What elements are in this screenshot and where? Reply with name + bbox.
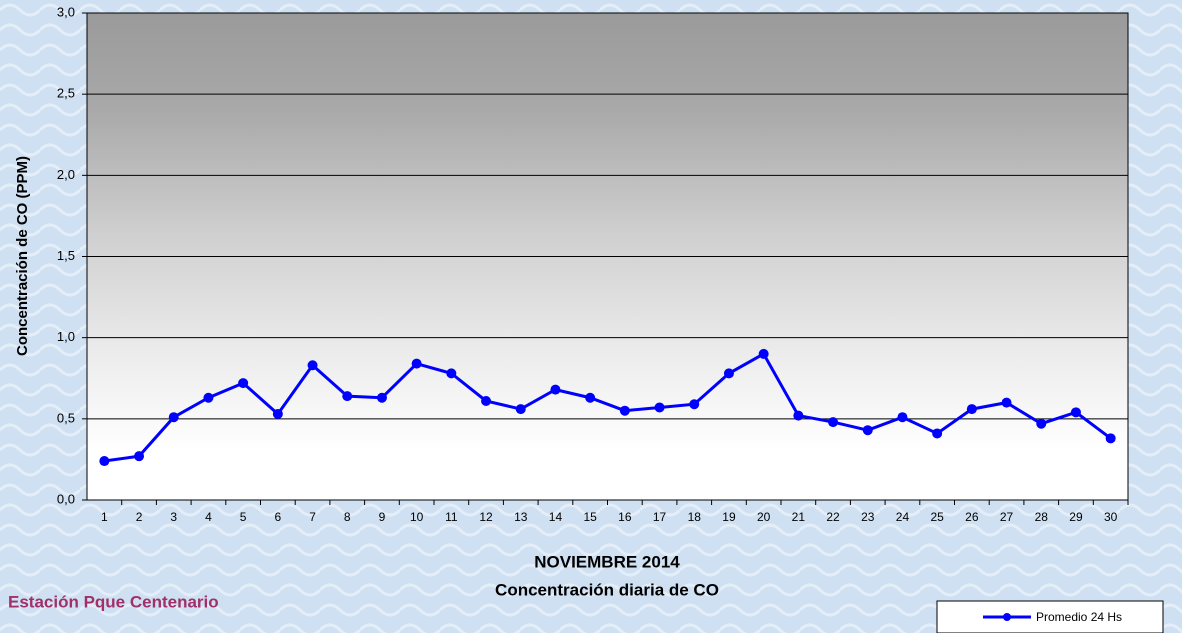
data-point	[516, 404, 526, 414]
y-tick-label: 2,0	[57, 167, 75, 182]
x-tick-label: 28	[1035, 510, 1049, 524]
legend-label: Promedio 24 Hs	[1036, 610, 1122, 624]
data-point	[655, 402, 665, 412]
x-tick-label: 29	[1069, 510, 1083, 524]
x-tick-label: 24	[896, 510, 910, 524]
data-point	[724, 368, 734, 378]
data-point	[238, 378, 248, 388]
x-tick-label: 12	[479, 510, 493, 524]
data-point	[481, 396, 491, 406]
x-tick-label: 26	[965, 510, 979, 524]
x-tick-label: 23	[861, 510, 875, 524]
x-tick-label: 14	[549, 510, 563, 524]
data-point	[1071, 407, 1081, 417]
y-tick-label: 0,5	[57, 410, 75, 425]
x-tick-label: 9	[379, 510, 386, 524]
x-tick-label: 30	[1104, 510, 1118, 524]
data-point	[203, 393, 213, 403]
data-point	[1036, 419, 1046, 429]
x-tick-label: 5	[240, 510, 247, 524]
data-point	[550, 385, 560, 395]
y-tick-label: 0,0	[57, 491, 75, 506]
data-point	[967, 404, 977, 414]
data-point	[759, 349, 769, 359]
data-point	[1106, 433, 1116, 443]
chart-title: NOVIEMBRE 2014	[534, 552, 680, 571]
chart: Concentración de CO (PPM) NOVIEMBRE 2014…	[0, 0, 1182, 633]
x-tick-label: 20	[757, 510, 771, 524]
legend-marker	[1003, 613, 1011, 621]
x-tick-label: 1	[101, 510, 108, 524]
x-tick-label: 25	[930, 510, 944, 524]
data-point	[793, 411, 803, 421]
x-tick-label: 19	[722, 510, 736, 524]
data-point	[446, 368, 456, 378]
data-point	[897, 412, 907, 422]
x-tick-label: 6	[275, 510, 282, 524]
y-tick-label: 2,5	[57, 86, 75, 101]
data-point	[620, 406, 630, 416]
x-tick-label: 15	[583, 510, 597, 524]
y-tick-label: 1,0	[57, 329, 75, 344]
data-point	[99, 456, 109, 466]
data-point	[342, 391, 352, 401]
x-tick-label: 8	[344, 510, 351, 524]
x-tick-label: 7	[309, 510, 316, 524]
data-point	[308, 360, 318, 370]
x-tick-label: 22	[826, 510, 840, 524]
x-tick-label: 27	[1000, 510, 1014, 524]
x-tick-label: 18	[688, 510, 702, 524]
y-tick-label: 3,0	[57, 4, 75, 19]
x-tick-label: 2	[136, 510, 143, 524]
y-tick-label: 1,5	[57, 248, 75, 263]
x-tick-label: 21	[792, 510, 806, 524]
y-axis-label: Concentración de CO (PPM)	[14, 156, 31, 356]
data-point	[377, 393, 387, 403]
x-tick-label: 4	[205, 510, 212, 524]
data-point	[273, 409, 283, 419]
data-point	[689, 399, 699, 409]
chart-subtitle: Concentración diaria de CO	[495, 580, 719, 599]
data-point	[932, 428, 942, 438]
x-tick-label: 17	[653, 510, 667, 524]
data-point	[134, 451, 144, 461]
x-tick-label: 16	[618, 510, 632, 524]
x-tick-label: 13	[514, 510, 528, 524]
data-point	[863, 425, 873, 435]
data-point	[169, 412, 179, 422]
station-label: Estación Pque Centenario	[8, 592, 219, 611]
data-point	[828, 417, 838, 427]
x-tick-label: 10	[410, 510, 424, 524]
data-point	[412, 359, 422, 369]
data-point	[1002, 398, 1012, 408]
x-tick-label: 11	[445, 510, 458, 524]
x-tick-label: 3	[170, 510, 177, 524]
data-point	[585, 393, 595, 403]
